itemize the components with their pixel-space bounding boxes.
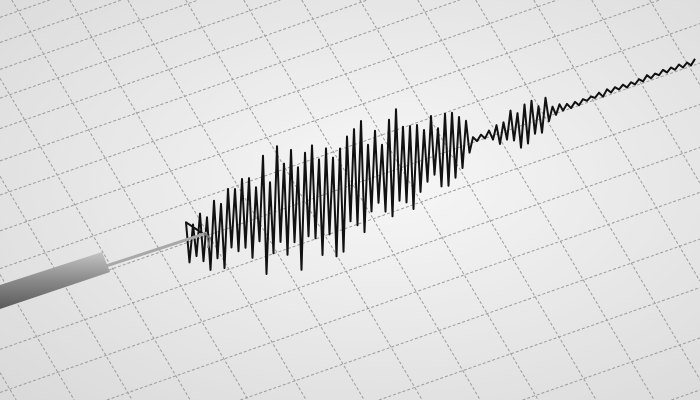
grid-line-vertical <box>417 0 655 400</box>
grid-line-horizontal <box>0 0 281 99</box>
grid-line-horizontal <box>0 0 199 70</box>
seismic-trace <box>185 58 696 275</box>
grid-line-vertical <box>0 176 133 400</box>
grid-line-horizontal <box>378 287 700 400</box>
grid-line-horizontal <box>0 0 460 162</box>
grid-line-horizontal <box>240 238 700 400</box>
grid-line-vertical <box>591 0 700 184</box>
grid-line-horizontal <box>0 103 700 350</box>
grid-line-vertical <box>533 0 700 282</box>
seismic-trace-line <box>185 58 696 275</box>
grid-line-vertical <box>127 0 365 400</box>
grid-line-vertical <box>0 77 191 400</box>
grid-line-vertical <box>359 0 597 400</box>
grid-line-vertical <box>475 0 700 380</box>
stylus <box>0 231 212 309</box>
grid-line-vertical <box>243 0 481 400</box>
grid-line-horizontal <box>522 337 700 400</box>
grid-line-horizontal <box>0 0 50 18</box>
grid-line-vertical <box>69 0 307 400</box>
stylus-body <box>0 252 110 309</box>
stylus-rod <box>99 231 208 270</box>
stylus-tip <box>203 232 212 249</box>
grid-line-horizontal <box>0 0 122 43</box>
grid-line-vertical <box>11 0 249 400</box>
grid-line-vertical <box>0 372 17 400</box>
grid-line-horizontal <box>0 147 700 393</box>
grid-line-horizontal <box>0 0 558 196</box>
grid-line-horizontal <box>0 0 660 232</box>
grid-line-vertical <box>649 0 700 86</box>
grid-line-vertical <box>0 274 75 400</box>
grid-line-vertical <box>301 0 539 400</box>
grid-line-horizontal <box>671 389 700 400</box>
grid-line-horizontal <box>0 23 700 270</box>
